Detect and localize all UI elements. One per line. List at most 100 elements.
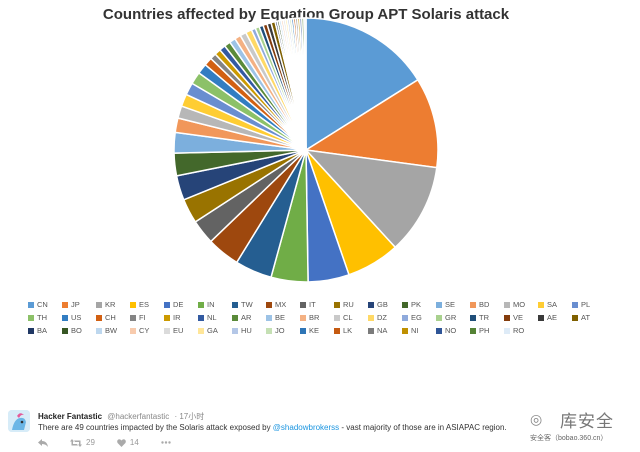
legend-item-cn: CN bbox=[28, 300, 62, 309]
legend-label: NL bbox=[207, 313, 217, 322]
legend-item-ae: AE bbox=[538, 313, 572, 322]
legend-item-ro: RO bbox=[504, 326, 538, 335]
legend-item-br: BR bbox=[300, 313, 334, 322]
legend-swatch bbox=[334, 314, 340, 321]
legend-swatch bbox=[232, 301, 238, 308]
author-name[interactable]: Hacker Fantastic bbox=[38, 412, 103, 421]
legend-swatch bbox=[368, 301, 374, 308]
legend-swatch bbox=[538, 314, 544, 321]
legend-item-fi: FI bbox=[130, 313, 164, 322]
legend-label: SE bbox=[445, 300, 456, 309]
legend-swatch bbox=[504, 301, 510, 308]
legend-label: GB bbox=[377, 300, 388, 309]
legend-label: PL bbox=[581, 300, 591, 309]
legend-item-us: US bbox=[62, 313, 96, 322]
legend-item-eu: EU bbox=[164, 326, 198, 335]
legend-label: CL bbox=[343, 313, 353, 322]
legend-item-in: IN bbox=[198, 300, 232, 309]
legend-item-ni: NI bbox=[402, 326, 436, 335]
legend-swatch bbox=[62, 327, 68, 334]
legend-label: DE bbox=[173, 300, 184, 309]
tweet-time[interactable]: · 17小时 bbox=[174, 412, 205, 421]
legend-swatch bbox=[232, 327, 238, 334]
legend-item-pk: PK bbox=[402, 300, 436, 309]
legend-swatch bbox=[28, 327, 34, 334]
legend-item-ru: RU bbox=[334, 300, 368, 309]
legend-swatch bbox=[164, 314, 170, 321]
legend-item-ba: BA bbox=[28, 326, 62, 335]
legend-swatch bbox=[368, 314, 374, 321]
author-handle[interactable]: @hackerfantastic bbox=[107, 412, 170, 421]
legend-swatch bbox=[300, 301, 306, 308]
legend-item-sa: SA bbox=[538, 300, 572, 309]
legend-item-se: SE bbox=[436, 300, 470, 309]
legend-swatch bbox=[198, 314, 204, 321]
legend-item-mo: MO bbox=[504, 300, 538, 309]
legend-label: EG bbox=[411, 313, 422, 322]
legend-swatch bbox=[62, 314, 68, 321]
legend-swatch bbox=[164, 301, 170, 308]
legend-swatch bbox=[300, 327, 306, 334]
reply-icon bbox=[38, 438, 48, 447]
legend-swatch bbox=[334, 301, 340, 308]
like-button[interactable]: 14 bbox=[117, 438, 139, 447]
legend-swatch bbox=[504, 327, 510, 334]
more-button[interactable] bbox=[161, 441, 171, 444]
legend-label: IR bbox=[173, 313, 181, 322]
legend-label: MX bbox=[275, 300, 287, 309]
legend-swatch bbox=[198, 301, 204, 308]
legend-label: KR bbox=[105, 300, 116, 309]
legend-swatch bbox=[62, 301, 68, 308]
legend-swatch bbox=[266, 327, 272, 334]
legend-label: EU bbox=[173, 326, 184, 335]
legend-item-nl: NL bbox=[198, 313, 232, 322]
legend-label: MO bbox=[513, 300, 526, 309]
legend-label: AE bbox=[547, 313, 558, 322]
legend-swatch bbox=[368, 327, 374, 334]
legend-item-gb: GB bbox=[368, 300, 402, 309]
legend-item-hu: HU bbox=[232, 326, 266, 335]
legend-swatch bbox=[538, 301, 544, 308]
legend-swatch bbox=[572, 314, 578, 321]
legend-label: BA bbox=[37, 326, 48, 335]
legend-label: BW bbox=[105, 326, 118, 335]
legend-item-ga: GA bbox=[198, 326, 232, 335]
legend-swatch bbox=[266, 301, 272, 308]
pie-slice-kr bbox=[304, 148, 438, 249]
legend-item-eg: EG bbox=[402, 313, 436, 322]
legend-item-dz: DZ bbox=[368, 313, 402, 322]
legend-swatch bbox=[436, 327, 442, 334]
legend-label: DZ bbox=[377, 313, 387, 322]
legend-swatch bbox=[504, 314, 510, 321]
watermark-subtext: 安全客（bobao.360.cn） bbox=[530, 435, 608, 442]
legend-swatch bbox=[266, 314, 272, 321]
legend-label: LK bbox=[343, 326, 353, 335]
retweet-icon bbox=[70, 438, 82, 447]
legend-item-de: DE bbox=[164, 300, 198, 309]
pony-avatar-icon bbox=[8, 410, 30, 432]
reply-button[interactable] bbox=[38, 438, 48, 447]
retweet-count: 29 bbox=[86, 438, 95, 447]
legend-label: NI bbox=[411, 326, 419, 335]
legend-swatch bbox=[232, 314, 238, 321]
tweet-card: Hacker Fantastic @hackerfantastic · 17小时… bbox=[0, 385, 640, 452]
mention-link[interactable]: @shadowbrokerss bbox=[272, 423, 340, 432]
legend-swatch bbox=[198, 327, 204, 334]
watermark-logo: 库安全 bbox=[560, 412, 614, 431]
legend-item-th: TH bbox=[28, 313, 62, 322]
legend-swatch bbox=[470, 314, 476, 321]
retweet-button[interactable]: 29 bbox=[70, 438, 95, 447]
legend-label: TR bbox=[479, 313, 489, 322]
legend-item-bw: BW bbox=[96, 326, 130, 335]
legend-swatch bbox=[334, 327, 340, 334]
legend-label: US bbox=[71, 313, 82, 322]
legend-label: BE bbox=[275, 313, 286, 322]
tweet-author: Hacker Fantastic @hackerfantastic · 17小时 bbox=[38, 411, 204, 422]
legend-swatch bbox=[402, 314, 408, 321]
legend-item-ph: PH bbox=[470, 326, 504, 335]
avatar[interactable] bbox=[8, 410, 30, 432]
legend-label: GA bbox=[207, 326, 218, 335]
chart-legend: CN JP KR ES DE IN TW MX IT RU GB PK SE BD MO SA PL TH US CH… bbox=[28, 300, 608, 335]
legend-label: RU bbox=[343, 300, 354, 309]
legend-label: TW bbox=[241, 300, 253, 309]
